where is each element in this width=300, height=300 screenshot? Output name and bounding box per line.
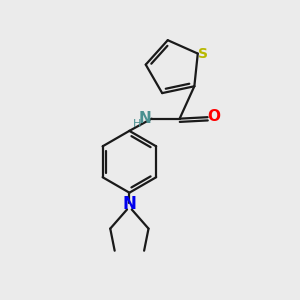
Text: H: H xyxy=(133,119,141,129)
Text: N: N xyxy=(122,196,136,214)
Text: N: N xyxy=(139,111,152,126)
Text: O: O xyxy=(208,109,220,124)
Text: S: S xyxy=(198,46,208,61)
